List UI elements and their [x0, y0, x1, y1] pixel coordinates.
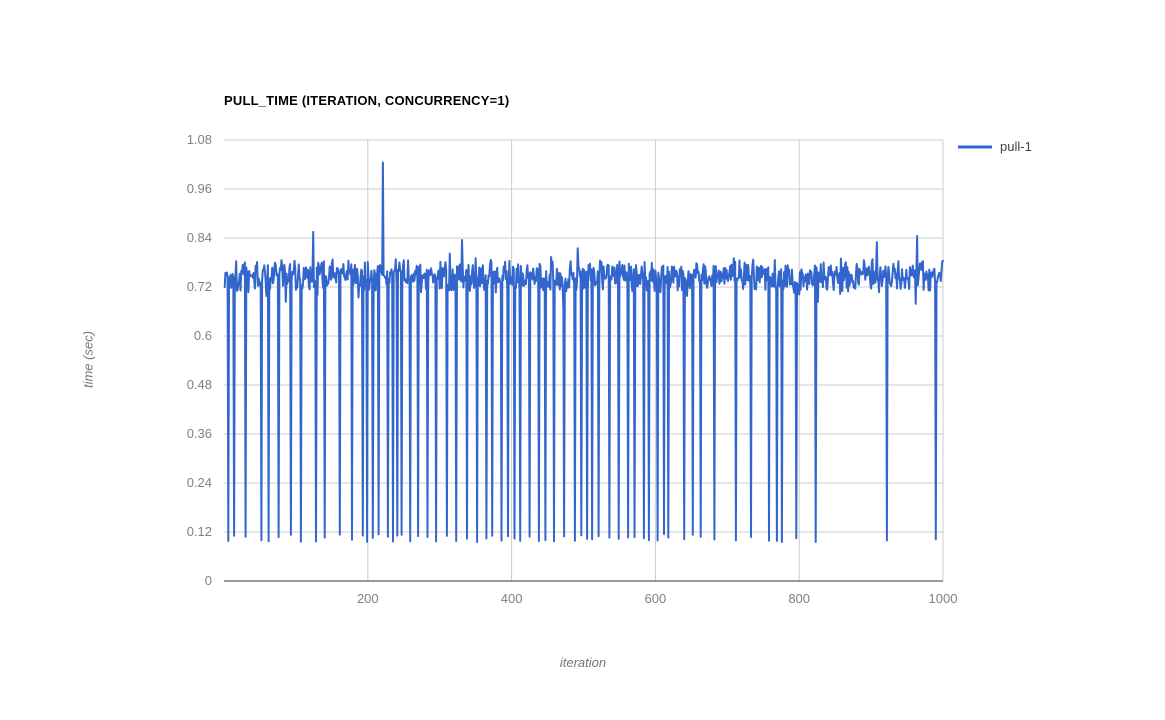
y-tick-label: 0.84 [186, 230, 212, 245]
legend: pull-1 [958, 139, 1032, 154]
legend-line-swatch-icon [958, 145, 992, 148]
y-tick-label: 0.12 [186, 524, 212, 539]
y-tick-label: 0 [204, 573, 212, 588]
x-tick-label: 800 [788, 591, 811, 606]
x-tick-label: 1000 [928, 591, 958, 606]
x-axis-title: iteration [559, 655, 607, 670]
y-tick-label: 1.08 [186, 132, 212, 147]
y-tick-label: 0.48 [186, 377, 212, 392]
x-tick-label: 200 [356, 591, 379, 606]
y-tick-label: 0.96 [186, 181, 212, 196]
series-line-pull-1 [223, 161, 944, 543]
y-tick-label: 0.24 [186, 475, 212, 490]
x-tick-label: 400 [500, 591, 523, 606]
y-tick-label: 0.72 [186, 279, 212, 294]
y-tick-label: 0.6 [193, 328, 212, 343]
chart-title: PULL_TIME (ITERATION, CONCURRENCY=1) [224, 93, 510, 108]
y-tick-label: 0.36 [186, 426, 212, 441]
x-tick-label: 600 [644, 591, 667, 606]
legend-label: pull-1 [1000, 139, 1032, 154]
